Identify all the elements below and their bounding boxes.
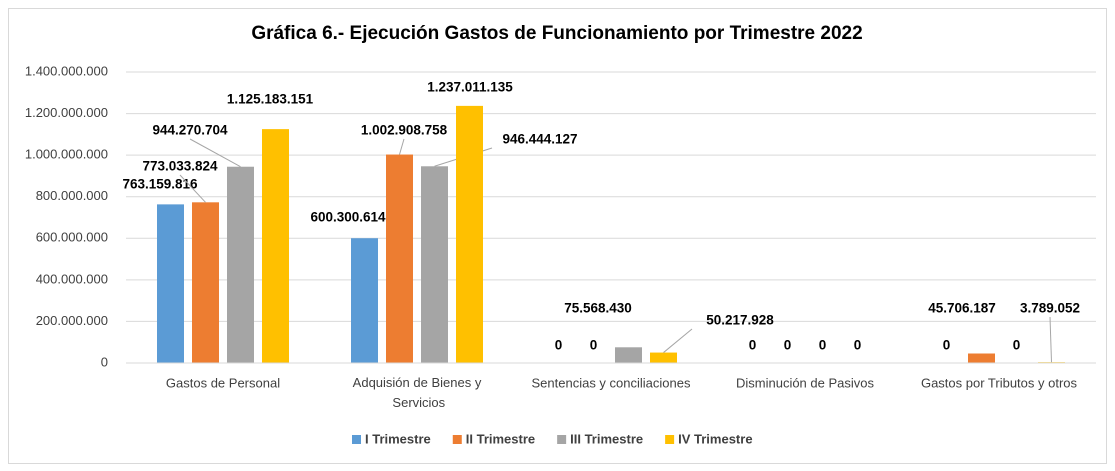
bar	[615, 347, 642, 363]
y-tick-label: 600.000.000	[36, 230, 108, 245]
legend-swatch	[352, 435, 361, 444]
y-tick-label: 1.200.000.000	[25, 105, 108, 120]
y-tick-label: 800.000.000	[36, 188, 108, 203]
value-label: 75.568.430	[564, 301, 632, 316]
bar	[351, 238, 378, 363]
value-label: 0	[854, 338, 862, 353]
bar	[227, 166, 254, 363]
chart-frame	[8, 8, 1107, 464]
x-tick-label: Adquisión de Bienes y Servicios	[353, 375, 482, 410]
value-label: 0	[749, 338, 757, 353]
y-tick-label: 400.000.000	[36, 271, 108, 286]
value-label: 773.033.824	[142, 159, 218, 174]
legend-label: III Trimestre	[570, 431, 643, 446]
x-tick-label: Gastos de Personal	[166, 375, 280, 390]
bar	[157, 204, 184, 363]
leader-line	[1049, 316, 1052, 363]
value-label: 600.300.614	[310, 210, 386, 225]
bar	[650, 352, 677, 363]
y-tick-label: 1.000.000.000	[25, 147, 108, 162]
value-label: 0	[784, 338, 792, 353]
y-tick-label: 1.400.000.000	[25, 63, 108, 78]
chart-title: Gráfica 6.- Ejecución Gastos de Funciona…	[251, 23, 862, 44]
value-label: 0	[1013, 338, 1021, 353]
x-tick-label: Gastos por Tributos y otros	[921, 375, 1078, 390]
leader-line	[663, 328, 693, 353]
value-label: 50.217.928	[706, 313, 774, 328]
bar	[456, 105, 483, 363]
value-label: 763.159.816	[122, 177, 198, 192]
value-label: 0	[819, 338, 827, 353]
bar	[386, 154, 413, 363]
value-label: 1.237.011.135	[427, 80, 513, 95]
value-label: 1.125.183.151	[227, 92, 314, 107]
legend-label: I Trimestre	[365, 431, 431, 446]
value-label: 45.706.187	[928, 301, 996, 316]
x-tick-label: Disminución de Pasivos	[736, 375, 875, 390]
legend-label: II Trimestre	[466, 431, 535, 446]
value-label: 946.444.127	[502, 132, 577, 147]
value-label: 0	[943, 338, 951, 353]
value-label: 0	[590, 338, 598, 353]
legend-label: IV Trimestre	[678, 431, 752, 446]
bar	[192, 202, 219, 363]
x-tick-label: Sentencias y conciliaciones	[532, 375, 691, 390]
leader-line	[399, 138, 405, 155]
value-label: 0	[555, 338, 563, 353]
bar	[968, 353, 995, 363]
value-label: 3.789.052	[1020, 301, 1080, 316]
legend-swatch	[557, 435, 567, 444]
y-tick-label: 200.000.000	[36, 313, 108, 328]
legend-swatch	[452, 435, 462, 444]
leader-line	[189, 138, 241, 168]
legend-swatch	[665, 435, 675, 444]
bar	[421, 166, 448, 363]
bar	[262, 129, 289, 363]
value-label: 1.002.908.758	[361, 123, 448, 138]
value-label: 944.270.704	[152, 123, 228, 138]
leader-line	[179, 174, 206, 203]
y-tick-label: 0	[101, 354, 108, 369]
